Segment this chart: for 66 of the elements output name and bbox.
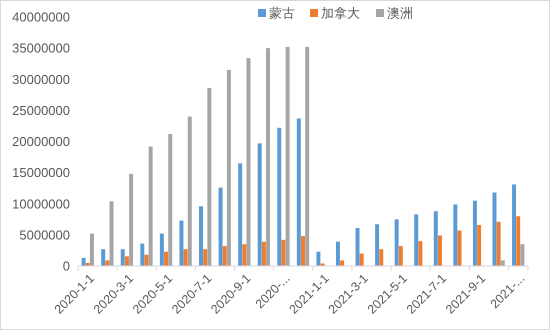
bar xyxy=(458,230,462,266)
bar xyxy=(356,228,360,266)
bar xyxy=(286,46,290,266)
bar xyxy=(301,236,305,266)
bar xyxy=(168,134,172,266)
bar xyxy=(516,216,520,266)
bar xyxy=(434,211,438,266)
bar xyxy=(296,118,301,266)
bar xyxy=(477,224,482,266)
bar xyxy=(258,143,262,266)
bar xyxy=(218,188,223,266)
y-tick-label: 5000000 xyxy=(19,227,70,242)
bar xyxy=(160,234,164,266)
bar xyxy=(375,224,380,266)
bar xyxy=(492,192,496,266)
bar xyxy=(110,201,114,266)
bar xyxy=(82,258,86,266)
bar xyxy=(266,48,270,266)
bar xyxy=(520,244,524,266)
y-tick-label: 15000000 xyxy=(12,165,70,180)
bar xyxy=(398,246,403,266)
bar xyxy=(184,249,188,266)
bar xyxy=(242,244,246,266)
legend-label: 澳洲 xyxy=(387,6,413,21)
bar xyxy=(281,240,286,266)
bar xyxy=(340,260,344,266)
bar xyxy=(316,252,320,266)
bar xyxy=(148,146,153,266)
legend-label: 蒙古 xyxy=(269,6,295,21)
bar xyxy=(124,256,129,266)
bar xyxy=(90,234,94,266)
bar xyxy=(207,88,212,266)
bar xyxy=(262,242,266,266)
bar xyxy=(101,249,106,266)
bar xyxy=(500,260,505,266)
bar xyxy=(418,241,422,266)
bar xyxy=(129,174,134,266)
legend-label: 加拿大 xyxy=(321,6,360,21)
bar xyxy=(394,219,399,266)
bar xyxy=(105,260,110,266)
bar xyxy=(246,58,250,266)
bar xyxy=(496,222,501,266)
bar xyxy=(238,163,242,266)
bar xyxy=(140,244,144,266)
bar xyxy=(164,252,168,266)
y-tick-label: 0 xyxy=(62,258,70,274)
y-tick-label: 40000000 xyxy=(12,10,70,25)
bar xyxy=(199,206,203,266)
bar xyxy=(360,254,364,266)
bar xyxy=(144,254,148,266)
y-tick-label: 10000000 xyxy=(12,196,70,212)
bar xyxy=(179,220,184,266)
bar xyxy=(453,204,458,266)
bar xyxy=(414,214,418,266)
bar xyxy=(188,116,192,266)
bar xyxy=(203,249,208,266)
bar xyxy=(336,242,340,266)
bar xyxy=(512,184,516,266)
bar xyxy=(226,70,231,266)
bar xyxy=(472,200,477,266)
bar xyxy=(305,46,310,266)
y-tick-label: 30000000 xyxy=(12,72,70,87)
y-tick-label: 35000000 xyxy=(12,40,70,56)
y-tick-label: 20000000 xyxy=(12,134,70,150)
bar xyxy=(438,235,442,266)
y-tick-label: 25000000 xyxy=(12,102,70,118)
